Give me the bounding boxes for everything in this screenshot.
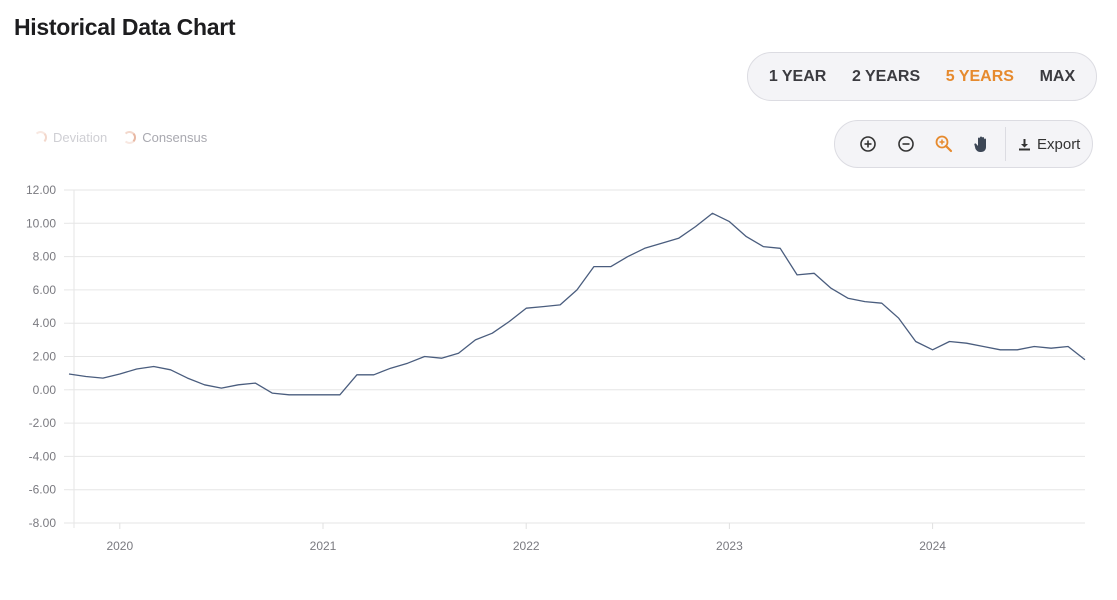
y-tick-label: 4.00: [33, 316, 57, 330]
y-tick-label: -4.00: [29, 449, 57, 463]
zoom-out-button[interactable]: [887, 128, 925, 160]
zoom-select-button[interactable]: [925, 128, 963, 160]
page-title: Historical Data Chart: [14, 14, 236, 40]
legend-label: Consensus: [142, 130, 208, 145]
x-tick-label: 2024: [919, 539, 946, 553]
legend-item-deviation[interactable]: Deviation: [34, 130, 107, 145]
y-tick-label: 2.00: [33, 350, 57, 364]
range-max-button[interactable]: MAX: [1034, 64, 1082, 90]
pan-button[interactable]: [963, 128, 1001, 160]
legend-item-consensus[interactable]: Consensus: [123, 130, 207, 145]
y-tick-label: -8.00: [29, 516, 57, 530]
zoom-in-button[interactable]: [849, 128, 887, 160]
loading-spinner-icon: [34, 131, 47, 144]
data-series-line: [68, 212, 1086, 396]
y-axis: 12.00 10.00 8.00 6.00 4.00 2.00 0.00 -2.00 -4.00…: [26, 183, 56, 530]
export-button[interactable]: Export: [1014, 136, 1084, 153]
y-tick-label: 6.00: [33, 283, 57, 297]
plus-circle-icon: [860, 136, 876, 152]
y-tick-label: 10.00: [26, 216, 56, 230]
loading-spinner-icon: [123, 131, 137, 144]
download-icon: [1019, 138, 1030, 150]
y-tick-label: 12.00: [26, 183, 56, 197]
legend-label: Deviation: [53, 130, 108, 145]
hand-icon: [974, 136, 986, 152]
x-tick-label: 2020: [106, 539, 133, 553]
minus-circle-icon: [898, 136, 914, 152]
magnifier-plus-icon: [935, 135, 953, 153]
chart-toolbar: Export: [834, 120, 1093, 168]
chart-gridlines: [64, 189, 1085, 528]
range-1-year-button[interactable]: 1 YEAR: [763, 64, 833, 90]
y-tick-label: 8.00: [33, 250, 57, 264]
x-axis: 2020 2021 2022 2023 2024: [106, 523, 946, 553]
range-5-years-button[interactable]: 5 YEARS: [940, 64, 1020, 90]
toolbar-divider: [1005, 127, 1006, 161]
x-tick-label: 2023: [716, 539, 743, 553]
x-tick-label: 2022: [513, 539, 540, 553]
range-2-years-button[interactable]: 2 YEARS: [846, 64, 926, 90]
range-selector: 1 YEAR 2 YEARS 5 YEARS MAX: [747, 52, 1097, 101]
chart-legend: Deviation Consensus: [34, 130, 207, 145]
y-tick-label: -2.00: [29, 416, 57, 430]
x-tick-label: 2021: [310, 539, 337, 553]
y-tick-label: -6.00: [29, 483, 57, 497]
export-label: Export: [1037, 135, 1081, 153]
y-tick-label: 0.00: [33, 383, 57, 397]
